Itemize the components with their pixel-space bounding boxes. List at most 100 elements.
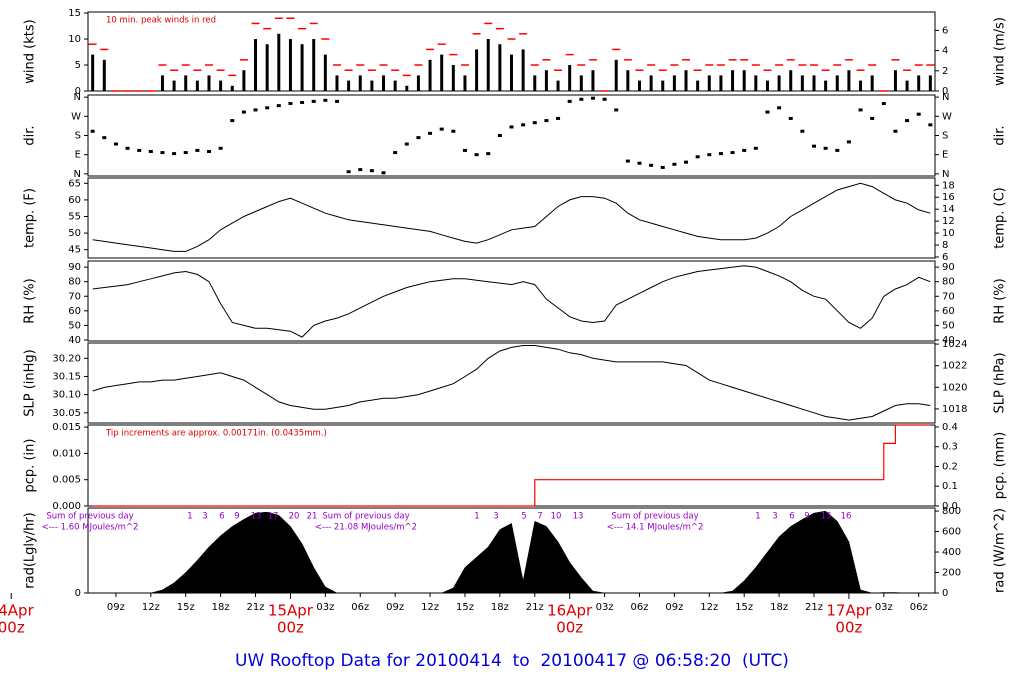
point	[718, 152, 723, 156]
hour-label: 5	[521, 512, 526, 522]
point	[788, 116, 793, 120]
chart-title: UW Rooftop Data for 20100414 to 20100417…	[235, 651, 789, 671]
panel: 40 50 60 70 80 90 40 50 60 70 80 90 RH (%) RH (%)	[23, 260, 1008, 346]
y2-tick-label: 1020	[942, 382, 967, 393]
point	[369, 169, 374, 173]
x-tick-label: 06z	[910, 602, 928, 613]
hour-label: 6	[789, 512, 794, 522]
point	[230, 119, 235, 123]
panel-frame	[87, 342, 936, 424]
y-tick-label: 65	[68, 178, 81, 189]
point	[928, 123, 933, 127]
x-tick-label: 09z	[107, 602, 125, 613]
y2-tick-label: 1024	[942, 339, 967, 350]
hour-label: 21	[307, 512, 318, 522]
x-tick-label: 06z	[351, 602, 369, 613]
panel: 30.05 30.10 30.15 30.20 1018 1020 1022 1024 SLP …	[23, 339, 1008, 424]
point	[486, 152, 491, 156]
point	[614, 108, 619, 112]
y-tick-label: 30.15	[52, 371, 81, 382]
y2-axis-title: SLP (hPa)	[993, 352, 1008, 413]
panel: 0 5 10 15 0 2 4 6 wind (kts) wind (m/s) 10 min. pe…	[23, 8, 1008, 97]
y2-tick-label: 40	[942, 335, 955, 346]
data-line	[92, 345, 931, 421]
hour-label: 20	[289, 512, 300, 522]
y2-tick-label: 600	[942, 527, 961, 538]
y2-tick-label: 50	[942, 320, 955, 331]
point	[753, 146, 758, 150]
y2-axis-title: rad (W/m^2)	[993, 508, 1008, 593]
date-label: 16Apr	[547, 602, 593, 620]
point	[416, 136, 421, 140]
point	[474, 153, 479, 157]
y-axis-title: dir.	[23, 125, 38, 145]
point	[428, 131, 433, 135]
point	[323, 98, 328, 102]
date-time-label: 00z	[277, 619, 304, 637]
point	[265, 106, 270, 110]
point	[812, 144, 816, 148]
point	[567, 99, 572, 103]
y2-tick-label: 10	[942, 228, 955, 239]
y2-tick-label: 400	[942, 547, 961, 558]
radiation-area	[92, 510, 931, 594]
point	[649, 163, 654, 167]
point	[742, 148, 747, 152]
y-tick-label: 40	[68, 335, 81, 346]
hour-label: 10	[551, 512, 562, 522]
hour-label: 9	[234, 512, 239, 522]
y-tick-label: 5	[75, 60, 81, 71]
point	[835, 148, 840, 152]
point	[381, 171, 386, 175]
y2-tick-label: 6	[942, 25, 948, 36]
point	[881, 102, 886, 106]
y-tick-label: 45	[68, 245, 81, 256]
y-tick-label: 30.10	[52, 390, 81, 401]
y-axis-title: temp. (F)	[23, 188, 38, 248]
data-line	[92, 182, 931, 252]
hour-label: 1	[755, 512, 760, 522]
y-axis-title: pcp. (in)	[23, 439, 38, 493]
data-line	[92, 265, 931, 338]
hour-label: 13	[821, 512, 832, 522]
point	[148, 149, 153, 153]
x-tick-label: 06z	[630, 602, 648, 613]
date-label: 17Apr	[826, 602, 872, 620]
x-tick-label: 03z	[596, 602, 614, 613]
hour-label: 3	[202, 512, 207, 522]
point	[777, 106, 782, 110]
point	[311, 99, 316, 103]
y2-axis-title: temp. (C)	[993, 187, 1008, 249]
x-tick-label: 21z	[526, 602, 544, 613]
point	[765, 110, 770, 114]
point	[916, 112, 921, 116]
y2-tick-label: 0.1	[942, 481, 958, 492]
radiation-note: <--- 1.60 MJoules/m^2	[42, 523, 139, 533]
y-tick-label: 0.000	[52, 501, 81, 512]
y2-tick-label: 14	[942, 204, 955, 215]
date-time-label: 00z	[0, 619, 25, 637]
point	[113, 142, 118, 146]
point	[207, 149, 211, 153]
point	[404, 142, 409, 146]
y2-tick-label: 0	[942, 588, 948, 599]
point	[625, 159, 630, 163]
radiation-note: Sum of previous day	[46, 512, 133, 522]
y2-tick-label: 0.4	[942, 422, 958, 433]
point	[218, 146, 223, 150]
point	[509, 125, 514, 129]
y2-axis-title: RH (%)	[993, 278, 1008, 323]
y2-tick-label: 16	[942, 192, 955, 203]
point	[125, 146, 130, 150]
point	[90, 129, 95, 133]
panel: 0 0 200 400 600 800 rad(Lgly/hr) rad (W/m^2) Sum…	[0, 506, 1008, 671]
panel-frame	[87, 177, 936, 259]
y-tick-label: 0.015	[52, 422, 81, 433]
hour-label: 9	[804, 512, 809, 522]
x-tick-label: 09z	[386, 602, 404, 613]
radiation-note: Sum of previous day	[322, 512, 409, 522]
y-tick-label: 0	[75, 86, 81, 97]
x-tick-label: 15z	[456, 602, 474, 613]
point	[823, 146, 828, 150]
